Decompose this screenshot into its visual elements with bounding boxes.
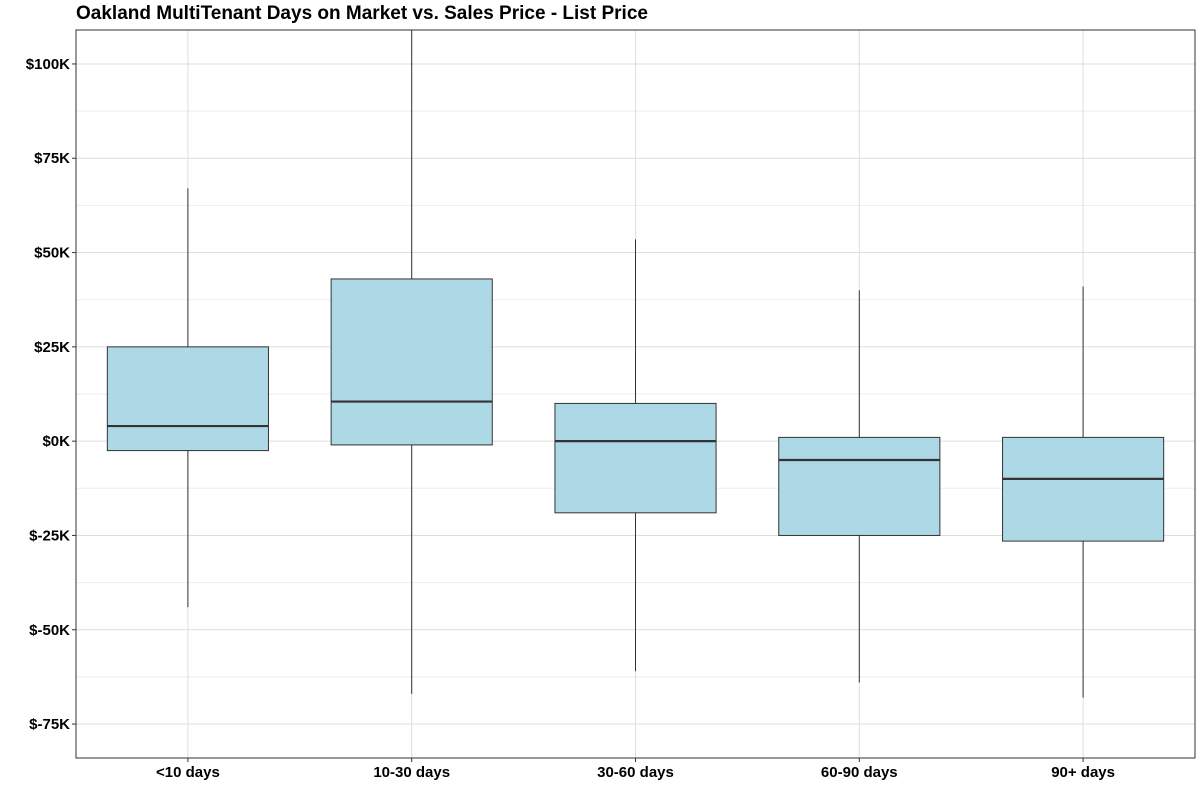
y-tick-label: $0K [42, 433, 70, 450]
x-tick-label: 30-60 days [597, 764, 674, 781]
box-2 [554, 239, 717, 672]
x-tick-label: 90+ days [1051, 764, 1115, 781]
y-tick-label: $-50K [29, 622, 70, 639]
box-1 [330, 30, 493, 694]
box-0 [106, 188, 269, 608]
x-tick-label: 10-30 days [373, 764, 450, 781]
x-tick-label: 60-90 days [821, 764, 898, 781]
y-tick-label: $100K [26, 56, 70, 73]
y-tick-label: $50K [34, 245, 70, 262]
box-body [106, 346, 269, 452]
box-body [1002, 436, 1165, 542]
chart-title: Oakland MultiTenant Days on Market vs. S… [76, 3, 648, 24]
box-body [330, 278, 493, 446]
box-4 [1002, 286, 1165, 698]
y-tick-label: $-75K [29, 716, 70, 733]
y-tick-label: $75K [34, 150, 70, 167]
box-body [554, 402, 717, 514]
x-tick-label: <10 days [156, 764, 220, 781]
y-tick-label: $-25K [29, 527, 70, 544]
box-body [778, 436, 941, 536]
box-3 [778, 290, 941, 683]
y-tick-label: $25K [34, 339, 70, 356]
